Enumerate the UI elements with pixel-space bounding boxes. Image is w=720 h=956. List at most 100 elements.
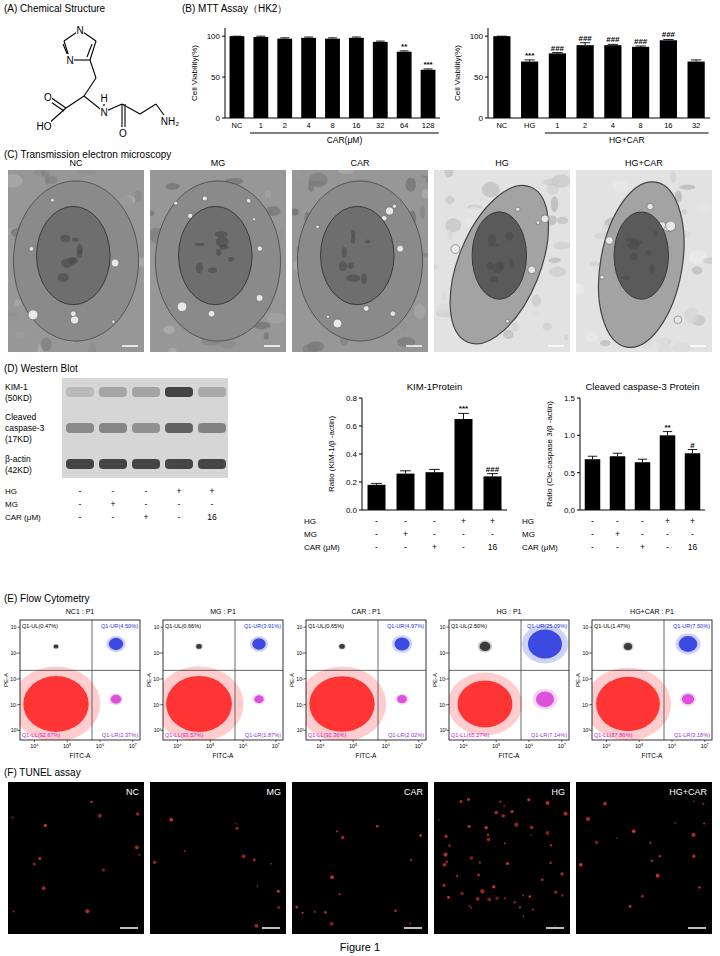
tunel-dot — [649, 842, 651, 844]
blot-band — [132, 423, 160, 433]
tick-label: 10⁵ — [153, 676, 161, 682]
tunel-dot — [257, 885, 259, 887]
event-cluster — [54, 644, 59, 648]
tunel-image — [292, 782, 428, 934]
tem-chromatin — [625, 238, 637, 242]
condition-label: MG — [5, 500, 18, 509]
tem-chromatin — [195, 243, 205, 246]
bar-chart: ***###############050100NCHG12481632HG+C… — [453, 28, 710, 145]
tunel-image — [8, 782, 144, 934]
error-bar — [691, 60, 701, 62]
tick-label: 100 — [207, 32, 221, 41]
tick — [485, 36, 488, 37]
tem-texture — [41, 170, 45, 177]
bond — [90, 60, 96, 78]
tick-label: 10⁷ — [415, 743, 423, 749]
tick — [161, 704, 163, 705]
plot-frame — [592, 620, 712, 740]
band-label: KIM-1 — [5, 382, 28, 392]
gate — [163, 670, 283, 671]
quadrant-label: Q1-LR(2.02%) — [388, 732, 424, 738]
marks — [368, 413, 502, 510]
tick-label: 10⁶ — [96, 743, 104, 749]
tunel-dot — [641, 895, 644, 898]
tem-texture — [400, 321, 406, 331]
error-bar — [328, 37, 337, 39]
image-label: NC — [70, 158, 83, 168]
image-label: CAR — [404, 787, 424, 797]
atom-bg — [119, 127, 127, 139]
tick — [359, 426, 362, 427]
tunel-dot — [513, 901, 516, 904]
error-bar — [487, 474, 498, 477]
tem-texture — [655, 339, 669, 344]
event-halo — [109, 693, 123, 705]
error-bar — [256, 36, 265, 38]
tem-texture — [670, 170, 676, 183]
event-halo — [20, 666, 100, 740]
condition-value: - — [591, 529, 594, 539]
tunel-dot — [629, 905, 632, 908]
events — [306, 635, 412, 740]
scale-bar — [264, 345, 280, 347]
significance: *** — [459, 404, 469, 413]
condition-value: - — [79, 486, 82, 496]
band-size: (17KD) — [5, 434, 32, 444]
axis-title: FITC-A — [213, 752, 235, 759]
tunel-dot — [135, 845, 139, 849]
quadrant-label: Q1-UL(2.50%) — [451, 623, 487, 629]
tunel-dot — [153, 861, 157, 865]
tick — [161, 678, 163, 679]
image-label: HG+CAR — [625, 158, 663, 168]
tem-chromatin — [208, 267, 218, 273]
tick-label: 10⁴ — [173, 743, 182, 749]
blot-band — [66, 423, 94, 433]
condition-value: - — [79, 499, 82, 509]
category-label: 1 — [259, 121, 263, 130]
tunel-image — [434, 782, 570, 934]
tick — [18, 730, 20, 731]
tick — [447, 678, 449, 679]
condition-value: - — [145, 486, 148, 496]
tem-image — [8, 170, 144, 352]
tem-vacuole — [29, 247, 34, 252]
tunel-dot — [586, 817, 590, 821]
tem-texture — [405, 178, 416, 192]
tick-label: 10⁴ — [10, 702, 18, 708]
tem-chromatin — [492, 263, 504, 273]
tick-label: 10⁷ — [583, 624, 591, 630]
tem-texture — [552, 174, 570, 187]
event-halo — [306, 667, 386, 740]
event-halo — [533, 689, 558, 710]
event-cluster — [111, 695, 121, 704]
gate — [592, 670, 712, 671]
tem-texture — [466, 207, 483, 214]
y-axis — [225, 28, 226, 118]
tem-texture — [134, 191, 142, 203]
event-halo — [338, 643, 345, 649]
category-label: 2 — [583, 121, 587, 130]
blot-band — [198, 387, 226, 397]
tick — [177, 740, 178, 742]
error-bar — [400, 471, 411, 474]
tunel-dot — [302, 912, 304, 914]
tick-label: 10⁶ — [668, 743, 676, 749]
tick — [485, 118, 488, 119]
x-axis — [362, 510, 507, 511]
tunel-dot — [456, 875, 458, 877]
tunel-dot — [579, 863, 582, 866]
tem-texture — [445, 170, 454, 177]
tem-texture — [77, 170, 96, 175]
tick-label: 10⁶ — [296, 650, 304, 656]
bar — [610, 456, 626, 510]
tick-label: 10⁶ — [439, 650, 447, 656]
blot-band — [165, 387, 193, 397]
category-label: 4 — [611, 121, 615, 130]
condition-value: - — [375, 516, 378, 526]
tem-chromatin — [646, 250, 652, 255]
tem-texture — [420, 205, 425, 219]
tem-chromatin — [621, 276, 630, 280]
bar — [349, 38, 364, 118]
category-label: 8 — [330, 121, 334, 130]
tunel-dot — [499, 801, 501, 803]
